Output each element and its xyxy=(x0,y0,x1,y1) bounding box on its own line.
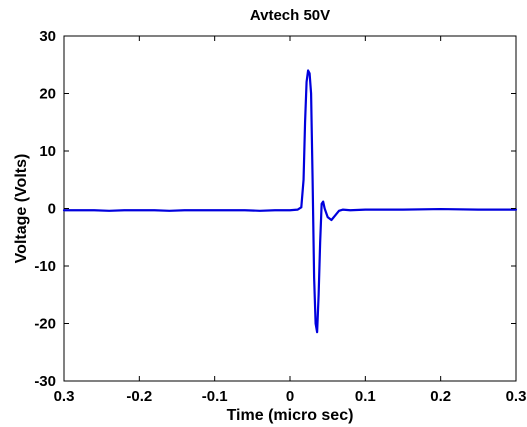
x-tick-label: -0.1 xyxy=(202,388,228,405)
y-tick-label: -20 xyxy=(34,316,56,333)
y-tick-label: 20 xyxy=(39,86,56,103)
y-axis-label: Voltage (Volts) xyxy=(13,154,30,264)
y-tick-label: 10 xyxy=(39,143,56,160)
y-tick-label: 30 xyxy=(39,28,56,45)
series-line-0 xyxy=(62,69,518,334)
y-tick-label: 0 xyxy=(48,201,56,218)
y-tick-label: -30 xyxy=(34,373,56,390)
chart-title: Avtech 50V xyxy=(250,7,330,24)
x-tick-label: -0.2 xyxy=(126,388,152,405)
x-tick-label: 0.3 xyxy=(506,388,527,405)
x-tick-label: 0.3 xyxy=(54,388,75,405)
x-tick-label: 0.2 xyxy=(430,388,451,405)
y-tick-label: -10 xyxy=(34,258,56,275)
x-axis-label: Time (micro sec) xyxy=(227,407,354,424)
x-tick-label: 0.1 xyxy=(355,388,376,405)
x-tick-label: 0 xyxy=(286,388,294,405)
